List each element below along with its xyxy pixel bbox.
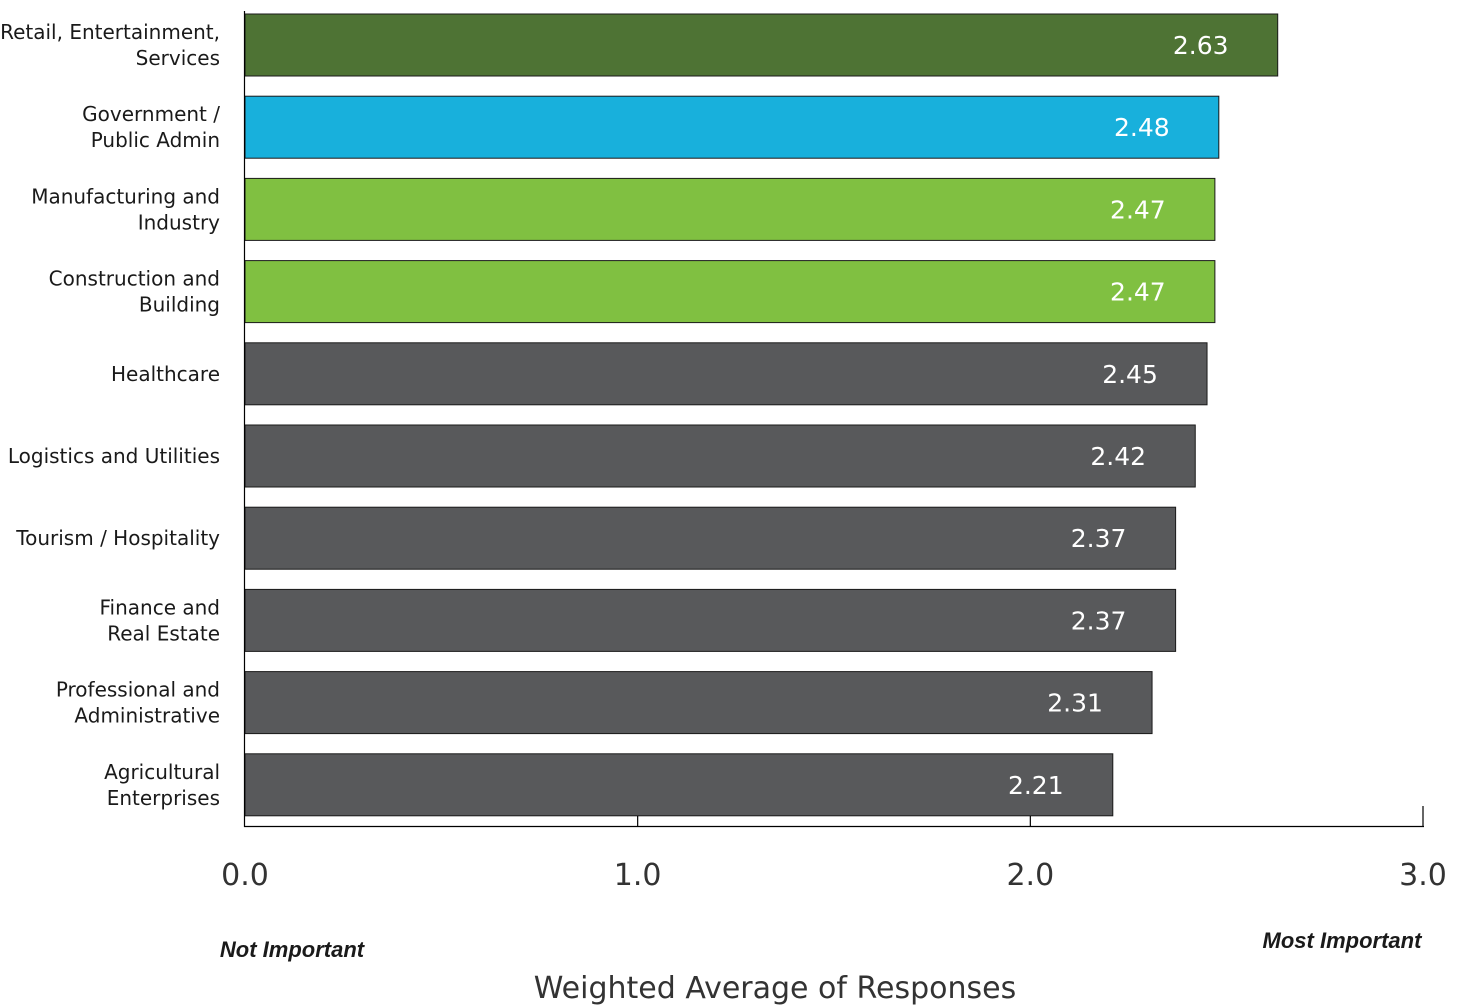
x-ticks: 0.0 1.0 2.0 3.0	[221, 806, 1447, 893]
value-label-1: 2.48	[1114, 113, 1170, 142]
value-label-4: 2.45	[1102, 360, 1158, 389]
value-label-8: 2.31	[1047, 689, 1103, 718]
value-labels: 2.63 2.48 2.47 2.47 2.45 2.42 2.37 2.37 2.31 2.21	[1008, 31, 1229, 800]
bar-8	[244, 671, 1153, 735]
bar-0	[244, 13, 1279, 77]
bar-4	[244, 342, 1208, 406]
tick-label-3: 3.0	[1399, 858, 1447, 893]
category-label-9-line-1: Enterprises	[107, 786, 220, 810]
category-label-1-line-1: Public Admin	[91, 128, 220, 152]
category-label-6-line-0: Tourism / Hospitality	[15, 526, 220, 550]
low-end-label: Not Important	[220, 937, 366, 962]
category-label-0-line-0: Retail, Entertainment,	[0, 20, 220, 44]
value-label-6: 2.37	[1071, 524, 1127, 553]
bar-7	[244, 588, 1177, 652]
value-label-3: 2.47	[1110, 278, 1166, 307]
category-label-5-line-0: Logistics and Utilities	[8, 444, 220, 468]
value-label-7: 2.37	[1071, 606, 1127, 635]
category-label-1-line-0: Government /	[82, 102, 220, 126]
bar-6	[244, 506, 1177, 570]
category-label-0-line-1: Services	[136, 46, 220, 70]
tick-label-0: 0.0	[221, 858, 269, 893]
value-label-9: 2.21	[1008, 771, 1064, 800]
value-label-0: 2.63	[1173, 31, 1229, 60]
tick-label-2: 2.0	[1006, 858, 1054, 893]
category-label-2-line-0: Manufacturing and	[31, 184, 220, 208]
tick-label-1: 1.0	[614, 858, 662, 893]
category-label-7-line-0: Finance and	[100, 595, 221, 619]
x-axis	[243, 11, 1424, 828]
category-label-7-line-1: Real Estate	[107, 621, 220, 645]
category-label-3-line-0: Construction and	[49, 267, 220, 291]
bar-9	[244, 753, 1114, 817]
category-label-2-line-1: Industry	[138, 210, 220, 234]
bar-3	[244, 260, 1216, 324]
category-label-3-line-1: Building	[139, 293, 220, 317]
x-axis-title: Weighted Average of Responses	[534, 971, 1016, 1006]
category-label-8-line-0: Professional and	[56, 678, 220, 702]
value-label-5: 2.42	[1090, 442, 1146, 471]
high-end-label: Most Important	[1263, 928, 1424, 953]
category-label-8-line-1: Administrative	[74, 704, 220, 728]
bar-5	[244, 424, 1196, 488]
category-label-9-line-0: Agricultural	[104, 760, 220, 784]
bar-2	[244, 177, 1216, 241]
bar-1	[244, 95, 1220, 159]
value-label-2: 2.47	[1110, 195, 1166, 224]
category-labels: Retail, Entertainment,Services Government…	[0, 20, 220, 810]
category-label-4-line-0: Healthcare	[111, 362, 220, 386]
bars-group	[244, 13, 1279, 817]
